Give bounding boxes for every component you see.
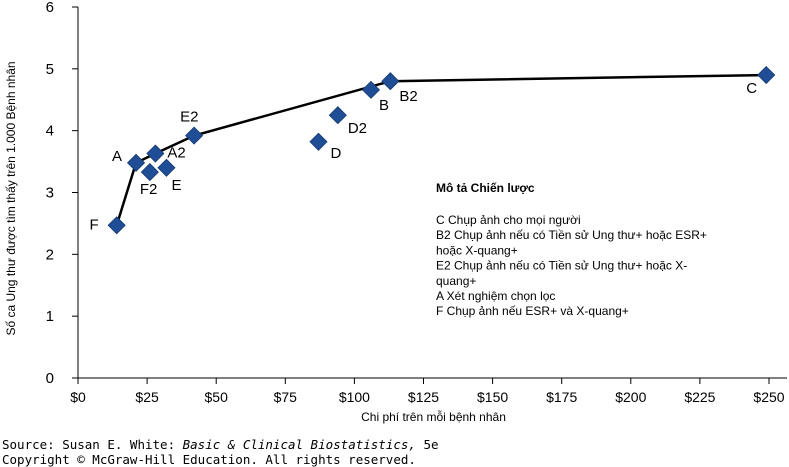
source-line: Source: Susan E. White: Basic & Clinical…: [2, 437, 439, 452]
point-label-d2: D2: [348, 120, 367, 137]
source-edition: 5e: [415, 437, 439, 452]
frontier-line: [115, 73, 767, 226]
point-label-f2: F2: [140, 181, 158, 198]
x-tick-label: $100: [339, 389, 370, 405]
x-tick-label: $0: [70, 389, 86, 405]
scatter-chart: 0 1 2 3 4 5 6 $0 $25 $50 $75 $100 $125 $150 $175 $200 $2…: [4, 0, 787, 424]
x-tick-label: $250: [753, 389, 784, 405]
strategy-box-line: C Chụp ảnh cho mọi người: [436, 213, 581, 227]
point-label-e: E: [171, 177, 181, 194]
point-b2: [381, 72, 400, 91]
x-tick-label: $150: [477, 389, 508, 405]
strategy-description-box: Mô tả Chiến lược C Chụp ảnh cho mọi người…: [436, 181, 707, 318]
data-points: [107, 65, 776, 235]
y-tick-label: 5: [46, 61, 54, 78]
y-axis-title: Số ca Ung thư được tìm thấy trên 1.000 B…: [4, 61, 18, 335]
copyright-line: Copyright © McGraw-Hill Education. All r…: [2, 452, 416, 467]
x-tick-label: $50: [205, 389, 229, 405]
strategy-box-line: E2 Chụp ảnh nếu có Tiền sử Ung thư+ hoặc…: [436, 259, 687, 273]
x-tick-label: $75: [274, 389, 298, 405]
point-e: [157, 158, 176, 177]
point-d: [309, 132, 328, 151]
point-b: [361, 80, 381, 99]
point-label-a2: A2: [167, 145, 185, 162]
point-labels: F A F2 A2 E E2 D D2 B B2 C: [90, 80, 758, 233]
point-e2: [185, 126, 204, 145]
x-tick-label: $125: [408, 389, 439, 405]
source-prefix: Source: Susan E. White:: [2, 437, 183, 452]
y-tick-label: 1: [46, 308, 54, 325]
y-tick-label: 3: [46, 185, 54, 202]
point-f: [107, 216, 126, 235]
point-label-a: A: [112, 148, 122, 165]
point-a2: [146, 144, 165, 163]
x-tick-label: $175: [546, 389, 577, 405]
x-tick-label: $225: [684, 389, 715, 405]
strategy-box-line: quang+: [436, 274, 476, 288]
point-c: [757, 65, 776, 85]
point-label-d: D: [330, 145, 341, 162]
x-tick-label: $25: [135, 389, 159, 405]
point-f2: [140, 163, 159, 182]
x-axis-title: Chi phí trên mỗi bệnh nhân: [361, 409, 506, 424]
strategy-box-line: A Xét nghiệm chọn lọc: [436, 289, 555, 303]
axes: 0 1 2 3 4 5 6 $0 $25 $50 $75 $100 $125 $150 $175 $200 $2…: [4, 0, 787, 424]
point-label-f: F: [90, 216, 99, 233]
point-label-c: C: [746, 80, 757, 97]
point-a: [126, 153, 146, 172]
y-tick-label: 0: [46, 370, 54, 387]
strategy-box-title: Mô tả Chiến lược: [436, 181, 535, 195]
point-label-b2: B2: [399, 88, 417, 105]
y-tick-label: 6: [46, 0, 54, 16]
y-tick-label: 2: [46, 246, 54, 263]
source-note: Source: Susan E. White: Basic & Clinical…: [2, 437, 439, 467]
strategy-box-line: B2 Chụp ảnh nếu có Tiền sử Ung thư+ hoặc…: [436, 228, 707, 242]
strategy-box-line: F Chụp ảnh nếu ESR+ và X-quang+: [436, 304, 629, 318]
point-label-b: B: [379, 97, 389, 114]
frontier-line-group: [115, 73, 767, 226]
source-title: Basic & Clinical Biostatistics,: [182, 437, 416, 452]
point-d2: [328, 106, 347, 125]
x-tick-label: $200: [615, 389, 646, 405]
point-label-e2: E2: [180, 109, 198, 126]
strategy-box-line: hoặc X-quang+: [436, 243, 518, 257]
y-tick-label: 4: [46, 123, 54, 140]
